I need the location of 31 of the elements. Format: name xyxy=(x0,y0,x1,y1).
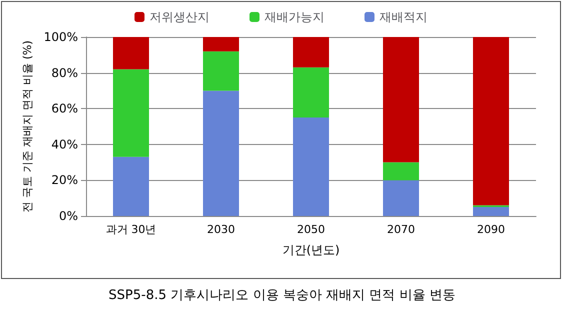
bar xyxy=(473,37,509,206)
bar xyxy=(473,207,509,216)
bar xyxy=(293,118,329,216)
y-tick-label: 40% xyxy=(51,137,78,152)
x-tick-label: 2050 xyxy=(297,223,325,236)
bar xyxy=(203,51,239,91)
bar xyxy=(113,156,149,216)
bar xyxy=(113,69,149,157)
y-tick-label: 20% xyxy=(51,173,78,188)
bar xyxy=(293,37,329,68)
y-tick-label: 80% xyxy=(51,66,78,80)
bar xyxy=(383,162,419,180)
bar xyxy=(203,37,239,52)
x-tick-label: 과거 30년 xyxy=(106,223,156,236)
x-tick-label: 2030 xyxy=(207,223,235,236)
x-tick-label: 2070 xyxy=(387,223,415,236)
bar xyxy=(203,90,239,216)
y-axis-title: 전 국토 기준 재배지 면적 비율 (%) xyxy=(20,40,34,213)
x-tick-label: 2090 xyxy=(477,223,505,236)
y-tick-label: 100% xyxy=(44,30,78,44)
text: SSP5-8.5 기후시나리오 이용 복숭아 재배지 면적 비율 변동 xyxy=(108,287,456,304)
bar xyxy=(293,67,329,118)
x-axis-title: 기간(년도) xyxy=(282,243,340,257)
legend-label: 재배적지 xyxy=(380,10,428,24)
y-tick-label: 0% xyxy=(58,209,78,223)
y-tick-label: 60% xyxy=(51,102,78,116)
bar xyxy=(383,37,419,162)
bar xyxy=(383,180,419,216)
legend-label: 저위생산지 xyxy=(150,10,210,24)
legend-label: 재배가능지 xyxy=(264,10,324,24)
bar xyxy=(113,37,149,70)
